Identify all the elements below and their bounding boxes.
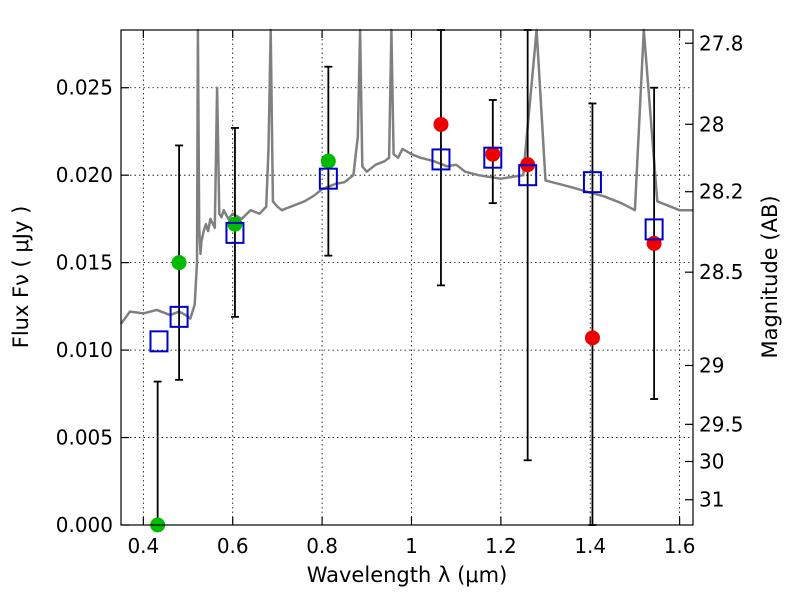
y-tick-label: 0.000 (56, 513, 113, 537)
mag-tick-label: 30 (699, 449, 724, 473)
model-square-point (150, 331, 167, 351)
red-data-point (433, 117, 448, 132)
x-tick-label: 1 (405, 534, 418, 558)
template-line (121, 30, 693, 324)
x-tick-label: 0.4 (127, 534, 159, 558)
data-markers (150, 117, 662, 533)
y-tick-label: 0.015 (56, 251, 113, 275)
green-data-point (321, 154, 336, 169)
plot-frame (121, 30, 693, 525)
mag-tick-label: 27.8 (699, 31, 744, 55)
y-tick-label: 0.005 (56, 426, 113, 450)
x-axis-label: Wavelength λ (μm) (307, 563, 508, 587)
x-tick-label: 1.2 (485, 534, 517, 558)
mag-tick-label: 29 (699, 353, 724, 377)
green-data-point (227, 217, 242, 232)
template-spectrum (121, 30, 693, 324)
red-data-point (647, 236, 662, 251)
y-tick-label: 0.020 (56, 163, 113, 187)
right-axis-label: Magnitude (AB) (758, 195, 782, 358)
mag-tick-label: 28.2 (699, 180, 744, 204)
mag-tick-label: 29.5 (699, 412, 744, 436)
flux-chart: 0.4 0.6 0.8 1 1.2 1.4 1.6 0.000 0.005 0.010 0.015 0… (0, 0, 800, 600)
x-tick-label: 0.8 (306, 534, 338, 558)
mag-tick-label: 31 (699, 488, 724, 512)
error-bars (154, 30, 658, 525)
y-axis-label: Flux Fν ( μJy ) (9, 206, 33, 349)
x-tick-label: 1.6 (664, 534, 696, 558)
y-tick-label: 0.025 (56, 76, 113, 100)
y-tick-label: 0.010 (56, 338, 113, 362)
mag-tick-label: 28 (699, 112, 724, 136)
green-data-point (172, 255, 187, 270)
x-tick-label: 1.4 (574, 534, 606, 558)
red-data-point (485, 147, 500, 162)
grid-lines (121, 30, 693, 525)
mag-tick-label: 28.5 (699, 260, 744, 284)
red-data-point (585, 330, 600, 345)
x-tick-label: 0.6 (217, 534, 249, 558)
